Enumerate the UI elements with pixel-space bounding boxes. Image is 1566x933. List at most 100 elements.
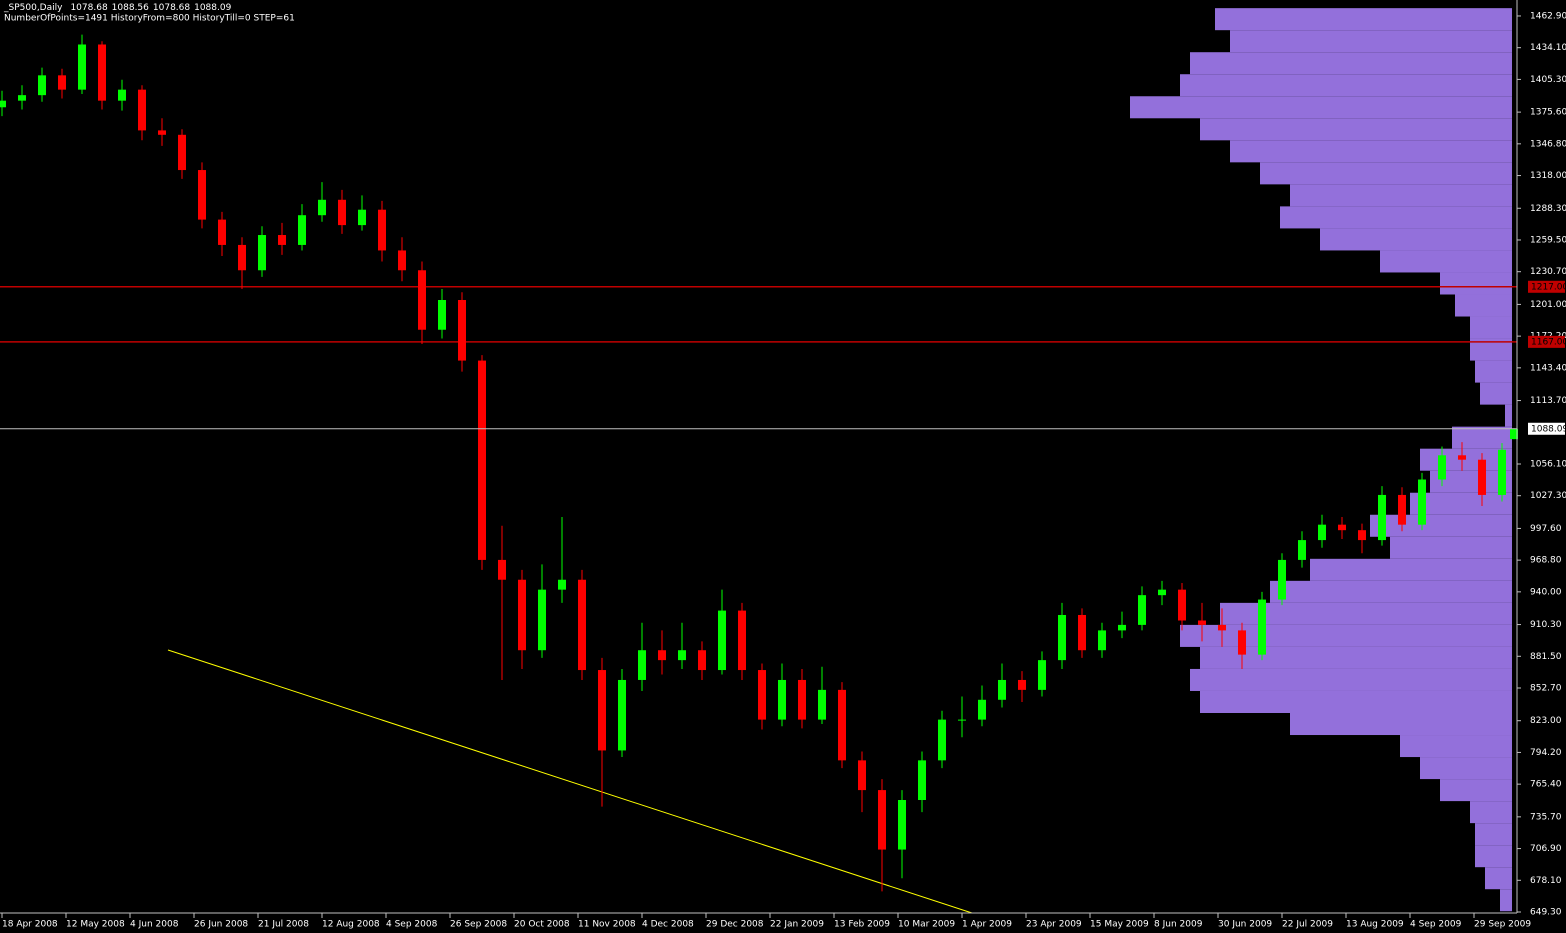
candle-body bbox=[538, 589, 546, 651]
candle-body bbox=[378, 209, 386, 251]
last-high: 1088.56 bbox=[112, 3, 149, 13]
x-tick-label: 29 Sep 2009 bbox=[1474, 920, 1531, 930]
profile-bar bbox=[1200, 690, 1512, 713]
y-tick-label: 794.20 bbox=[1530, 748, 1562, 758]
y-tick-label: 1405.30 bbox=[1530, 75, 1566, 85]
y-tick-label: 1113.70 bbox=[1530, 396, 1566, 406]
symbol: _SP500,Daily bbox=[3, 3, 63, 13]
plot-area bbox=[0, 34, 1518, 914]
candle-body bbox=[1498, 449, 1506, 495]
profile-bar bbox=[1180, 74, 1512, 97]
candle-body bbox=[1438, 455, 1446, 480]
x-tick-label: 4 Sep 2009 bbox=[1410, 920, 1462, 930]
x-tick-label: 30 Jun 2009 bbox=[1218, 920, 1272, 930]
profile-bar bbox=[1480, 382, 1512, 405]
x-tick-label: 20 Oct 2008 bbox=[514, 920, 570, 930]
profile-bar bbox=[1180, 624, 1512, 647]
candle-body bbox=[798, 679, 806, 720]
profile-bar bbox=[1440, 779, 1512, 802]
y-tick-label: 1259.50 bbox=[1530, 235, 1566, 245]
candle-body bbox=[1058, 614, 1066, 661]
candle-body bbox=[758, 670, 766, 720]
candle-body bbox=[1510, 428, 1518, 440]
candle-body bbox=[438, 300, 446, 330]
x-tick-label: 12 Aug 2008 bbox=[322, 920, 380, 930]
candle-body bbox=[1458, 455, 1466, 460]
candle-body bbox=[458, 300, 466, 361]
candle-body bbox=[1358, 530, 1366, 541]
profile-bar bbox=[1230, 140, 1512, 163]
profile-bar bbox=[1485, 867, 1512, 890]
candle-body bbox=[658, 650, 666, 661]
volume-profile bbox=[1130, 8, 1512, 912]
profile-bar bbox=[1475, 360, 1512, 383]
candle-body bbox=[938, 719, 946, 761]
candle-body bbox=[1298, 540, 1306, 560]
candle-body bbox=[1138, 595, 1146, 625]
candle-body bbox=[118, 89, 126, 101]
candle-body bbox=[618, 679, 626, 751]
candle-body bbox=[898, 800, 906, 850]
profile-bar bbox=[1380, 250, 1512, 273]
x-tick-label: 22 Jan 2009 bbox=[770, 920, 824, 930]
profile-bar bbox=[1475, 823, 1512, 846]
candle-body bbox=[1198, 620, 1206, 625]
candle-body bbox=[858, 760, 866, 791]
candle-body bbox=[18, 95, 26, 101]
candle-body bbox=[78, 44, 86, 90]
x-tick-label: 15 May 2009 bbox=[1090, 920, 1149, 930]
level-label: 1217.00 bbox=[1531, 282, 1566, 292]
candle-body bbox=[0, 100, 6, 108]
profile-bar bbox=[1430, 470, 1512, 493]
y-tick-label: 997.60 bbox=[1530, 524, 1562, 534]
profile-bar bbox=[1130, 96, 1512, 119]
x-tick-label: 29 Dec 2008 bbox=[706, 920, 764, 930]
profile-bar bbox=[1470, 338, 1512, 361]
candle-body bbox=[718, 610, 726, 671]
x-tick-label: 8 Jun 2009 bbox=[1154, 920, 1203, 930]
candle-body bbox=[1018, 679, 1026, 690]
profile-bar bbox=[1500, 889, 1512, 912]
y-tick-label: 678.10 bbox=[1530, 876, 1562, 886]
last-open: 1078.68 bbox=[70, 3, 107, 13]
profile-bar bbox=[1215, 8, 1512, 31]
candle-body bbox=[1238, 630, 1246, 655]
candle-body bbox=[598, 670, 606, 751]
x-tick-label: 23 Apr 2009 bbox=[1026, 920, 1082, 930]
y-tick-label: 910.30 bbox=[1530, 620, 1562, 630]
candle-body bbox=[738, 610, 746, 671]
candle-body bbox=[178, 134, 186, 171]
candle-body bbox=[918, 760, 926, 801]
x-tick-label: 4 Jun 2008 bbox=[130, 920, 179, 930]
price-label: 1088.09 bbox=[1531, 424, 1566, 434]
candle-body bbox=[578, 579, 586, 671]
y-tick-label: 1288.30 bbox=[1530, 204, 1566, 214]
y-tick-label: 1375.60 bbox=[1530, 108, 1566, 118]
chart-title: _SP500,Daily 1078.68 1088.56 1078.68 1088.09 bbox=[3, 3, 232, 13]
candle-body bbox=[558, 579, 566, 590]
candle-body bbox=[1318, 524, 1326, 541]
profile-bar bbox=[1190, 668, 1512, 691]
y-tick-label: 852.70 bbox=[1530, 683, 1562, 693]
y-tick-label: 765.40 bbox=[1530, 780, 1562, 790]
candle-body bbox=[1178, 589, 1186, 621]
y-tick-label: 1201.00 bbox=[1530, 300, 1566, 310]
profile-bar bbox=[1400, 735, 1512, 758]
x-tick-label: 10 Mar 2009 bbox=[898, 920, 955, 930]
profile-bar bbox=[1420, 757, 1512, 780]
x-tick-label: 4 Dec 2008 bbox=[642, 920, 694, 930]
y-tick-label: 1318.00 bbox=[1530, 171, 1566, 181]
profile-bar bbox=[1310, 558, 1512, 581]
candle-body bbox=[298, 215, 306, 245]
candle-body bbox=[338, 199, 346, 226]
candle-body bbox=[1418, 479, 1426, 525]
chart-subtitle: NumberOfPoints=1491 HistoryFrom=800 Hist… bbox=[4, 14, 295, 24]
candle-body bbox=[1218, 624, 1226, 631]
profile-bar bbox=[1470, 316, 1512, 339]
y-tick-label: 1230.70 bbox=[1530, 267, 1566, 277]
profile-bar bbox=[1410, 492, 1512, 515]
candle-body bbox=[678, 650, 686, 661]
x-tick-label: 21 Jul 2008 bbox=[258, 920, 309, 930]
